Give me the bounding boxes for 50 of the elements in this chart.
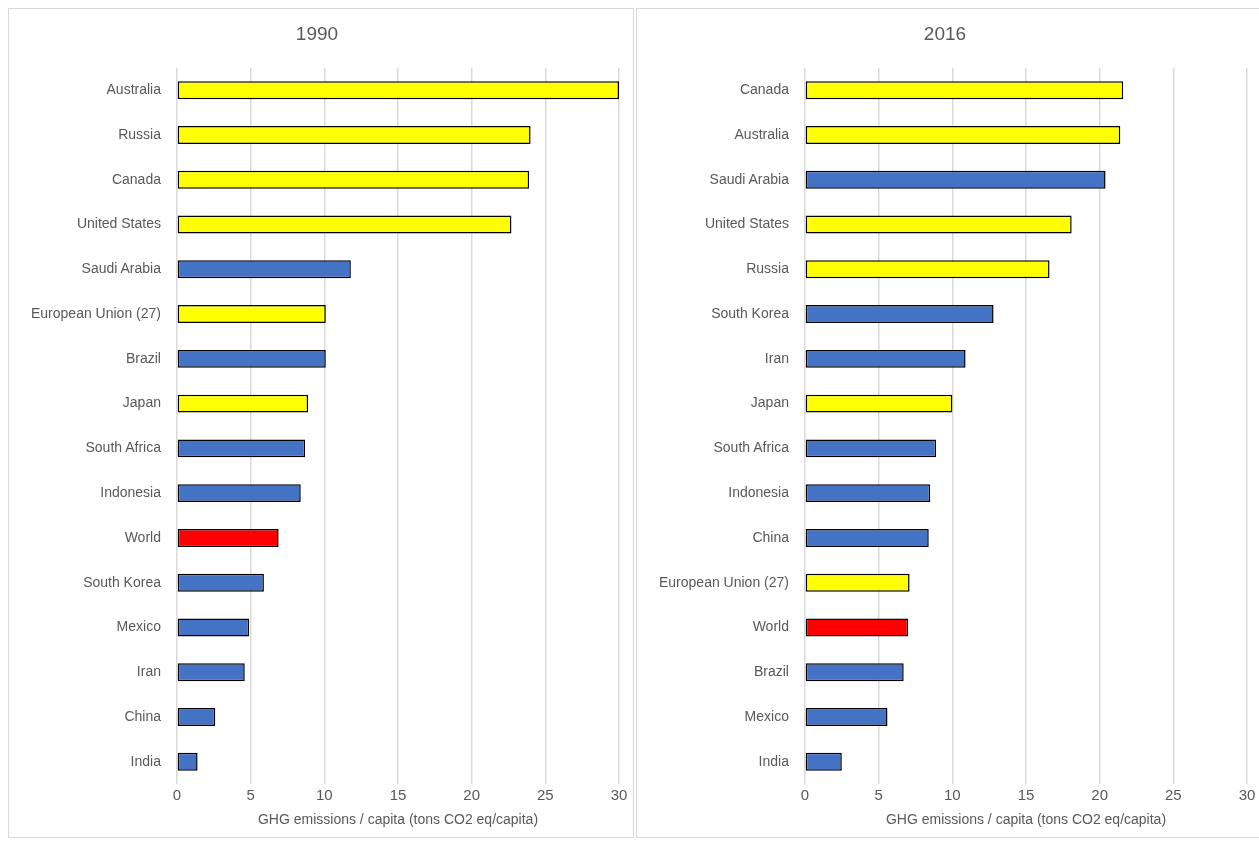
y-tick-label: Australia xyxy=(734,125,790,142)
y-tick-label: Australia xyxy=(106,81,162,98)
x-tick-label: 30 xyxy=(610,786,628,804)
y-tick-label: South Korea xyxy=(711,304,790,321)
y-tick-label: Iran xyxy=(764,349,789,366)
y-tick-label: China xyxy=(124,707,162,724)
x-tick-label: 0 xyxy=(800,786,810,804)
x-tick-label: 20 xyxy=(1091,786,1108,804)
y-tick-label: World xyxy=(124,528,161,545)
y-tick-label: World xyxy=(752,618,789,635)
y-tick-label: United States xyxy=(704,215,789,232)
x-tick-label: 15 xyxy=(389,786,407,804)
x-axis-title: GHG emissions / capita (tons CO2 eq/capita) xyxy=(257,811,539,828)
y-tick-label: Japan xyxy=(122,394,161,411)
x-tick-label: 5 xyxy=(246,786,255,804)
y-tick-label: European Union (27) xyxy=(658,573,789,590)
chart-title: 1990 xyxy=(295,22,339,44)
y-tick-label: South Korea xyxy=(83,573,162,590)
y-tick-label: Mexico xyxy=(116,618,162,635)
x-tick-label: 0 xyxy=(172,786,182,804)
x-tick-label: 5 xyxy=(874,786,883,804)
y-tick-label: South Africa xyxy=(85,439,162,456)
y-tick-label: United States xyxy=(76,215,161,232)
x-tick-label: 10 xyxy=(943,786,961,804)
y-tick-label: South Africa xyxy=(713,439,790,456)
y-tick-label: Brazil xyxy=(753,663,789,680)
y-tick-label: Saudi Arabia xyxy=(81,260,162,277)
y-tick-label: China xyxy=(752,528,790,545)
x-tick-label: 30 xyxy=(1238,786,1256,804)
y-tick-label: European Union (27) xyxy=(30,304,161,321)
y-tick-label: Canada xyxy=(739,81,790,98)
y-tick-label: Indonesia xyxy=(728,484,790,501)
y-tick-label: India xyxy=(130,752,162,769)
chart-title: 2016 xyxy=(923,22,967,44)
y-tick-label: Saudi Arabia xyxy=(709,170,790,187)
y-tick-label: India xyxy=(758,752,790,769)
x-tick-label: 25 xyxy=(1164,786,1182,804)
y-tick-label: Mexico xyxy=(744,707,790,724)
x-tick-label: 25 xyxy=(536,786,554,804)
y-tick-label: Iran xyxy=(136,663,161,680)
y-tick-label: Russia xyxy=(118,125,162,142)
y-tick-label: Brazil xyxy=(125,349,161,366)
x-axis-title: GHG emissions / capita (tons CO2 eq/capita) xyxy=(885,811,1167,828)
y-tick-label: Canada xyxy=(111,170,162,187)
x-tick-label: 20 xyxy=(463,786,480,804)
x-tick-label: 15 xyxy=(1017,786,1035,804)
x-tick-label: 10 xyxy=(315,786,333,804)
y-tick-label: Japan xyxy=(750,394,789,411)
y-tick-label: Indonesia xyxy=(100,484,162,501)
y-tick-label: Russia xyxy=(746,260,790,277)
